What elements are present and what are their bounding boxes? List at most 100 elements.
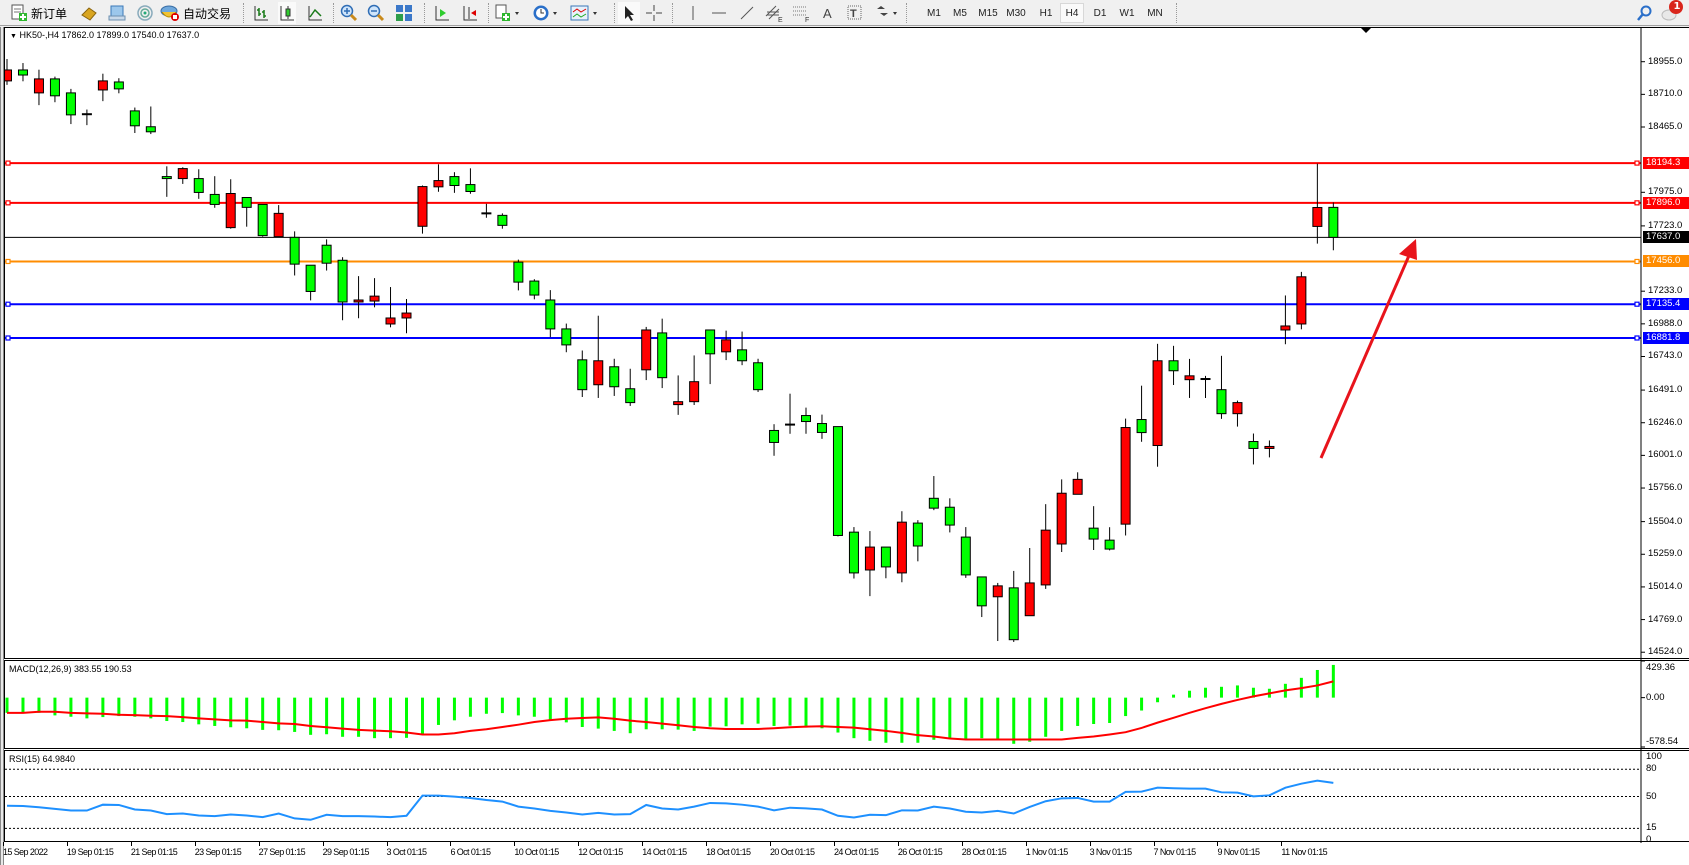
time-tick — [897, 842, 899, 846]
bearish-candle — [513, 261, 524, 283]
price-tick-label: 15756.0 — [1648, 482, 1683, 494]
time-tick — [706, 842, 708, 846]
tile-windows-button[interactable] — [395, 2, 413, 24]
chart-shift-icon — [461, 4, 479, 22]
chart-shift-button[interactable] — [461, 2, 479, 24]
price-tick-label: 16001.0 — [1648, 449, 1683, 461]
bearish-candle — [49, 78, 60, 97]
macd-axis-label: 0.00 — [1646, 692, 1665, 703]
bearish-candle — [944, 506, 955, 526]
timeframe-m30-button[interactable]: M30 — [1006, 7, 1026, 19]
macd-histogram-bar — [708, 697, 712, 727]
arrows-dropdown[interactable] — [874, 2, 900, 24]
macd-panel[interactable]: MACD(12,26,9) 383.55 190.53 — [4, 660, 1689, 750]
zoom-in-button[interactable] — [340, 2, 358, 24]
price-tick-label: 18465.0 — [1648, 121, 1683, 132]
bullish-candle — [689, 381, 700, 403]
timeframe-h4-button[interactable]: H4 — [1060, 3, 1084, 23]
horizontal-line-button[interactable] — [710, 2, 728, 24]
crosshair-button[interactable] — [645, 2, 663, 24]
bar-chart-icon — [252, 4, 270, 22]
new-order-button[interactable]: 新订单 — [10, 2, 67, 24]
trendline-button[interactable] — [738, 2, 756, 24]
time-tick — [961, 842, 963, 846]
time-tick — [642, 842, 644, 846]
bullish-candle — [593, 360, 604, 386]
indicators-dropdown[interactable] — [494, 2, 522, 24]
macd-histogram-bar — [724, 697, 728, 727]
time-tick-label: 10 Oct 01:15 — [514, 847, 559, 857]
macd-histogram-bar — [548, 697, 552, 720]
fibonacci-button[interactable]: F — [791, 2, 811, 24]
chart-header: ▼ HK50-,H4 17862.0 17899.0 17540.0 17637… — [10, 30, 199, 40]
macd-histogram-bar — [1315, 669, 1319, 698]
macd-histogram-bar — [452, 697, 456, 721]
macd-histogram-bar — [325, 697, 329, 735]
time-tick — [3, 842, 4, 846]
text-button[interactable]: A — [820, 2, 836, 24]
bearish-candle — [65, 92, 76, 116]
notifications-button[interactable]: 1 — [1658, 0, 1686, 22]
auto-scroll-icon — [433, 4, 451, 22]
zoom-out-button[interactable] — [367, 2, 385, 24]
templates-dropdown[interactable] — [570, 2, 600, 24]
auto-trading-button[interactable]: 自动交易 — [160, 2, 231, 24]
bullish-candle — [1264, 445, 1275, 449]
data-window-button[interactable] — [108, 2, 126, 24]
periods-dropdown[interactable] — [532, 2, 560, 24]
svg-text:A: A — [823, 6, 832, 21]
macd-histogram-bar — [900, 697, 904, 743]
equidistant-channel-button[interactable]: E — [764, 2, 784, 24]
macd-histogram-bar — [1172, 694, 1176, 698]
market-watch-button[interactable] — [80, 2, 98, 24]
level-handle-icon — [5, 258, 11, 265]
signals-button[interactable] — [136, 2, 154, 24]
timeframe-h1-button[interactable]: H1 — [1039, 7, 1053, 19]
macd-histogram-bar — [1108, 697, 1112, 723]
price-tick-label: 15504.0 — [1648, 515, 1683, 527]
macd-histogram-bar — [772, 697, 776, 726]
bullish-candle — [97, 80, 108, 91]
zoom-out-icon — [367, 4, 385, 22]
macd-histogram-bar — [165, 697, 169, 722]
timeframe-m15-button[interactable]: M15 — [978, 7, 998, 19]
cursor-button[interactable] — [618, 2, 640, 24]
bearish-candle — [625, 388, 636, 404]
line-chart-button[interactable] — [306, 2, 324, 24]
toolbar-separator — [906, 3, 908, 23]
macd-histogram-bar — [612, 697, 616, 731]
candlestick-chart-button[interactable] — [278, 2, 296, 24]
level-handle-icon — [1634, 200, 1640, 206]
price-chart-canvas[interactable] — [5, 28, 1689, 660]
timeframe-mn-button[interactable]: MN — [1147, 7, 1163, 19]
macd-histogram-bar — [644, 697, 648, 730]
bearish-candle — [497, 214, 508, 226]
macd-histogram-bar — [1060, 697, 1064, 731]
price-chart[interactable]: ▼ HK50-,H4 17862.0 17899.0 17540.0 17637… — [4, 27, 1689, 660]
timeframe-m5-button[interactable]: M5 — [953, 7, 967, 19]
vertical-line-button[interactable] — [684, 2, 702, 24]
bearish-candle — [928, 497, 939, 509]
time-tick-label: 1 Nov 01:15 — [1025, 847, 1069, 857]
timeframe-d1-button[interactable]: D1 — [1093, 7, 1107, 19]
collapse-triangle-icon[interactable]: ▼ — [10, 33, 17, 40]
rsi-label: RSI(15) 64.9840 — [9, 754, 76, 764]
timeframe-m1-button[interactable]: M1 — [927, 7, 941, 19]
search-button[interactable] — [1636, 2, 1654, 24]
time-tick-label: 18 Oct 01:15 — [706, 847, 751, 857]
time-axis[interactable]: 15 Sep 2022 19 Sep 01:15 21 Sep 01:15 23 Se… — [3, 842, 1640, 865]
toolbar-separator — [243, 3, 245, 23]
bullish-candle — [1232, 402, 1243, 415]
time-tick-label: 27 Sep 01:15 — [258, 847, 306, 857]
timeframe-w1-button[interactable]: W1 — [1119, 7, 1135, 19]
bearish-candle — [1248, 441, 1259, 449]
text-label-button[interactable]: T — [846, 2, 864, 24]
macd-histogram-bar — [133, 697, 137, 717]
price-level-label: 16881.8 — [1643, 331, 1689, 344]
rsi-panel[interactable]: RSI(15) 64.9840 — [4, 750, 1689, 843]
bar-chart-button[interactable] — [252, 2, 270, 24]
auto-scroll-button[interactable] — [433, 2, 451, 24]
macd-histogram-bar — [1076, 697, 1080, 726]
macd-histogram-bar — [628, 697, 632, 734]
bullish-candle — [433, 180, 444, 188]
